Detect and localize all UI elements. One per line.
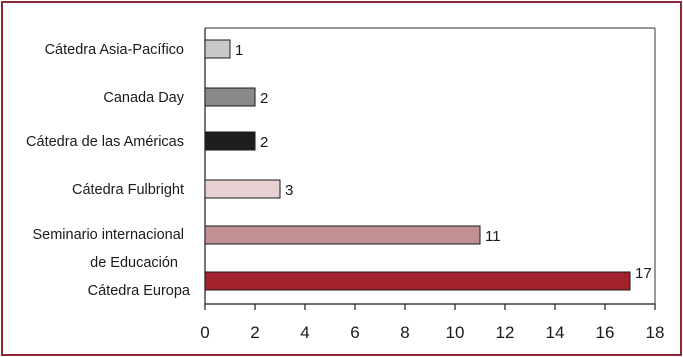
value-label: 1 bbox=[235, 42, 243, 59]
x-tick-label: 18 bbox=[646, 323, 665, 342]
x-tick-label: 6 bbox=[350, 323, 359, 342]
value-label: 11 bbox=[485, 228, 501, 245]
category-label: Cátedra de las Américas bbox=[26, 134, 184, 150]
category-label: Canada Day bbox=[103, 90, 184, 106]
category-label: Seminario internacional de Educación bbox=[32, 227, 184, 271]
bar bbox=[204, 131, 256, 151]
bar bbox=[204, 225, 481, 245]
bar bbox=[204, 271, 631, 291]
bar bbox=[204, 87, 256, 107]
x-tick-label: 12 bbox=[496, 323, 515, 342]
x-tick-label: 10 bbox=[446, 323, 465, 342]
bar bbox=[204, 39, 231, 59]
category-label: Cátedra Fulbright bbox=[72, 182, 184, 198]
x-tick-label: 0 bbox=[200, 323, 209, 342]
x-tick-label: 4 bbox=[300, 323, 309, 342]
bar bbox=[204, 179, 281, 199]
x-tick-label: 14 bbox=[546, 323, 565, 342]
category-label: Cátedra Europa bbox=[88, 283, 191, 299]
x-tick-label: 8 bbox=[400, 323, 409, 342]
value-label: 17 bbox=[635, 265, 652, 282]
category-label: Cátedra Asia-Pacífico bbox=[45, 42, 184, 58]
value-label: 2 bbox=[260, 90, 268, 107]
value-label: 2 bbox=[260, 134, 268, 151]
value-label: 3 bbox=[285, 182, 293, 199]
x-tick-label: 2 bbox=[250, 323, 259, 342]
x-tick-label: 16 bbox=[596, 323, 615, 342]
